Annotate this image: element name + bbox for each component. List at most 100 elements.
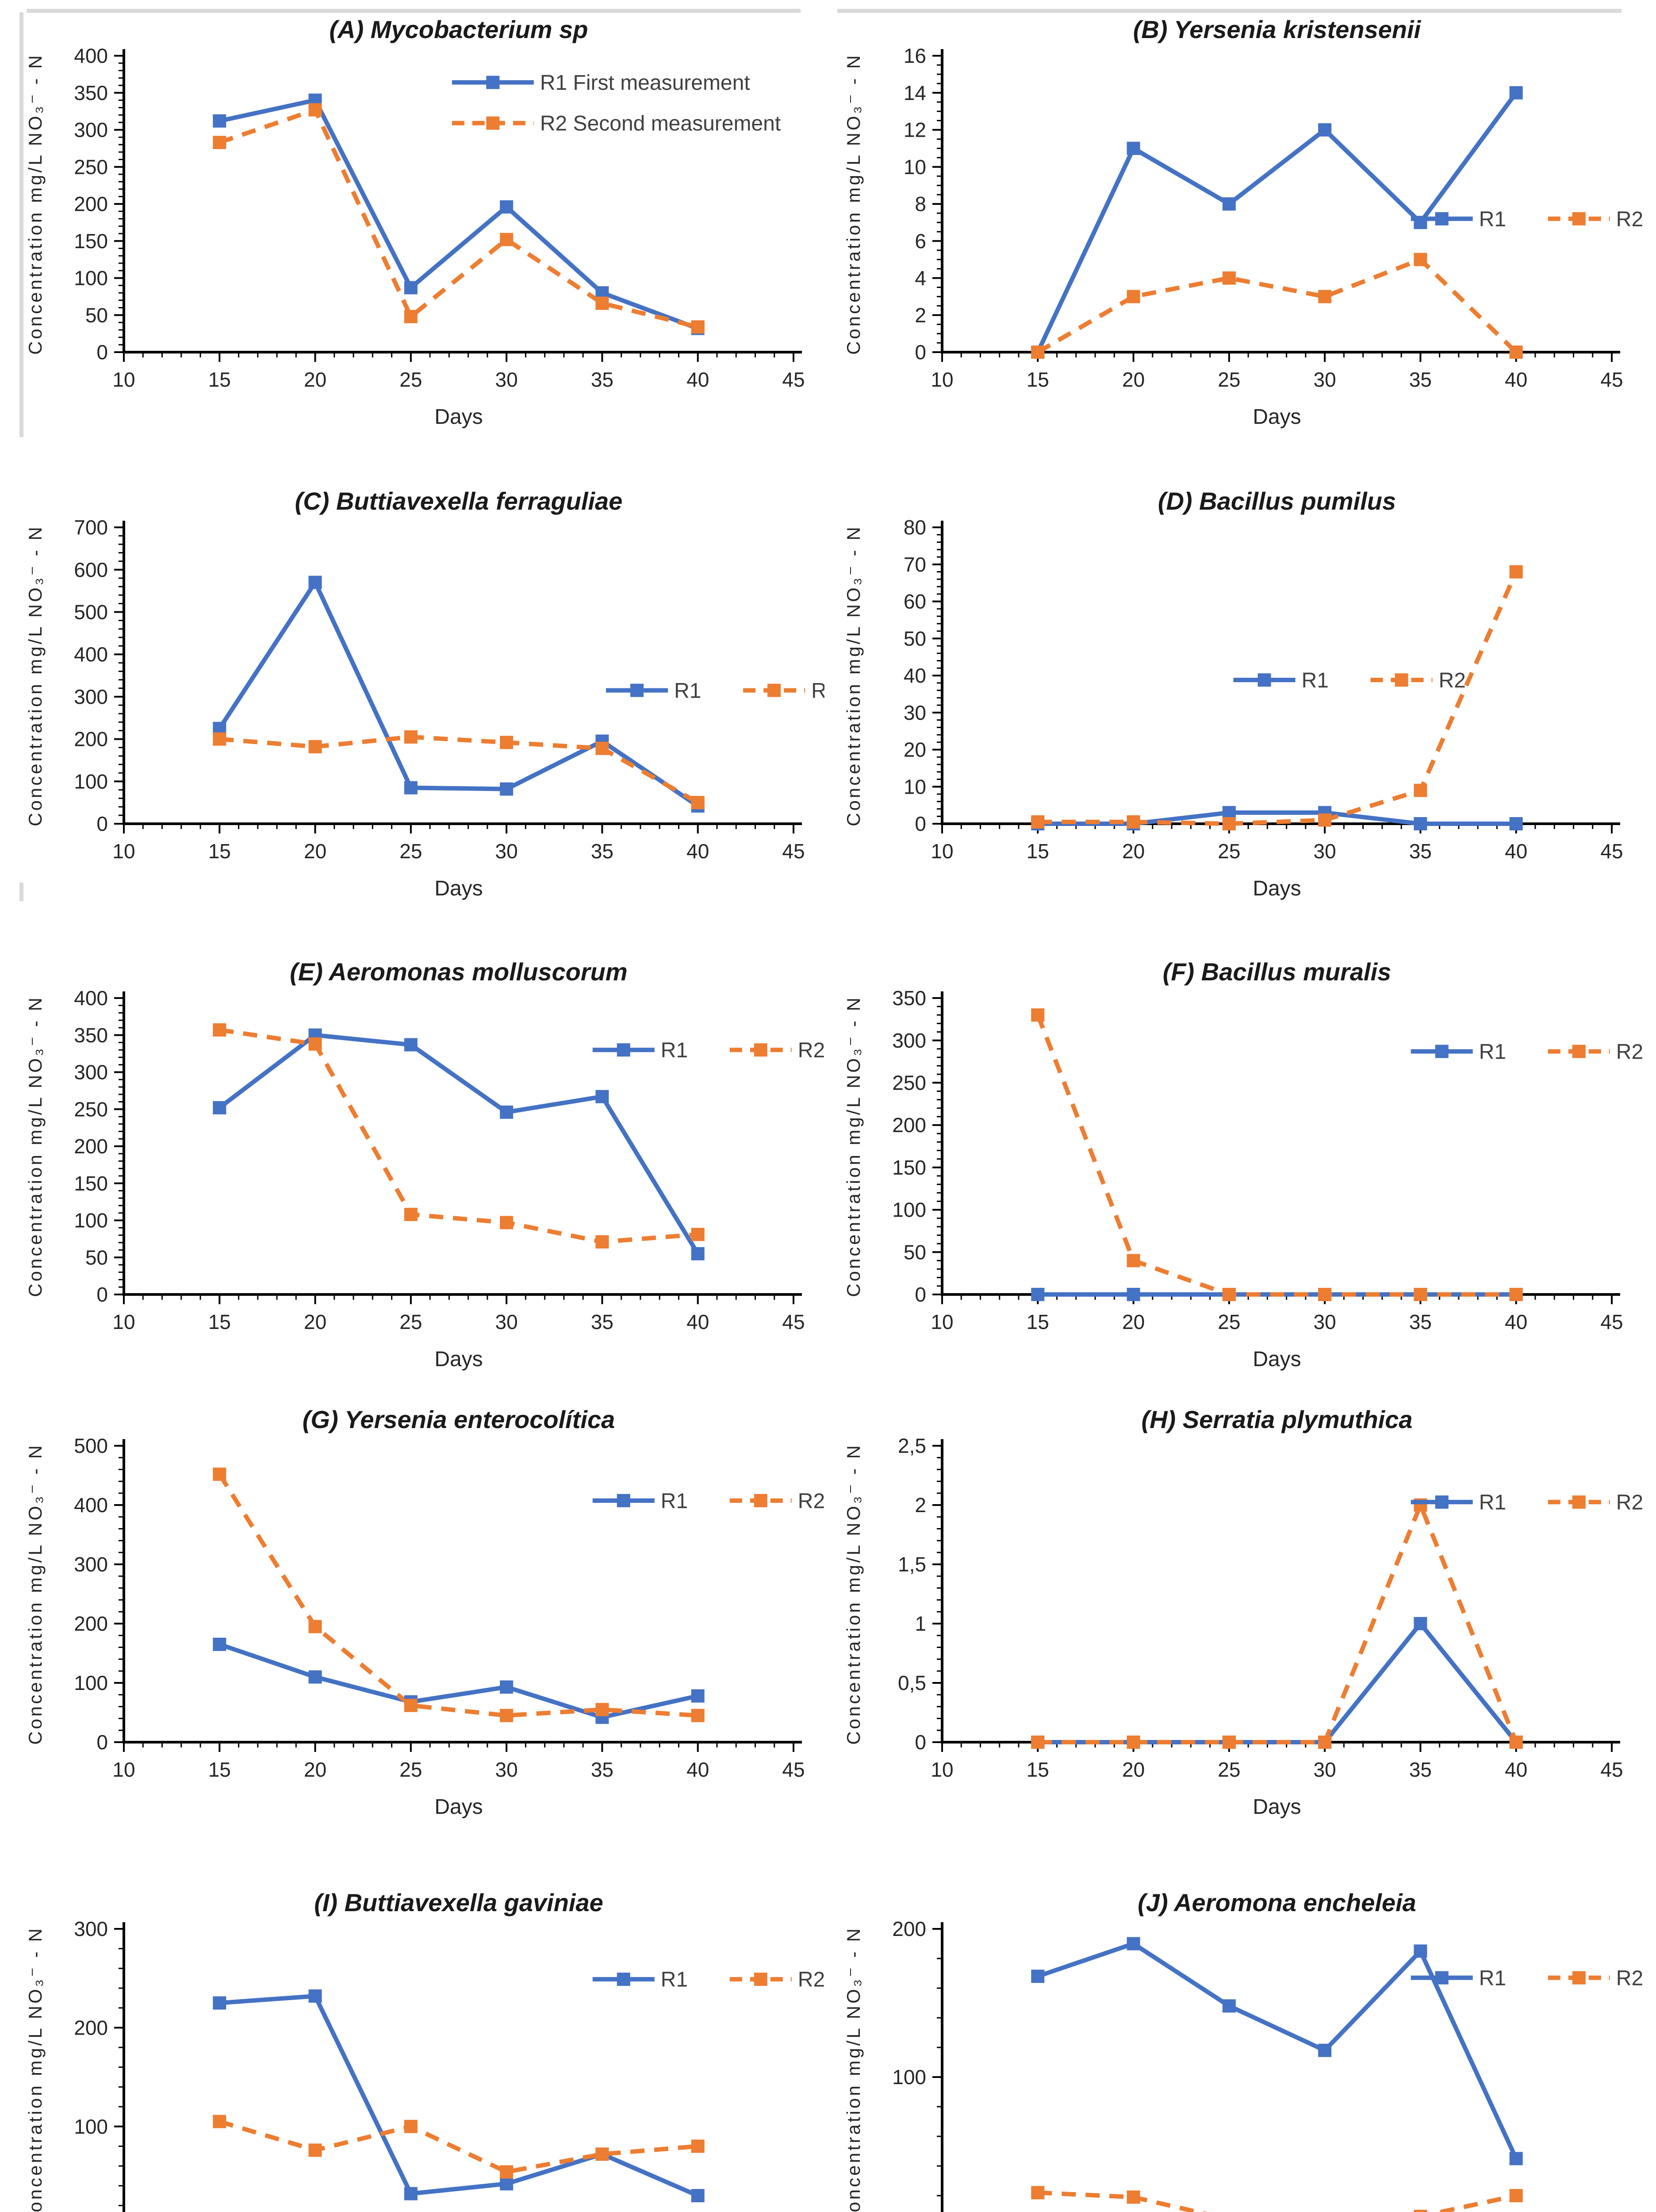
data-point-marker — [1031, 346, 1045, 359]
data-point-marker — [1222, 197, 1236, 211]
series-r2-line — [1038, 571, 1518, 826]
axes — [123, 1922, 125, 2212]
data-point-marker — [308, 1620, 322, 1633]
y-axis-label: Concentration mg/L NO₃⁻ - N — [843, 525, 864, 826]
data-point-marker — [500, 782, 514, 796]
data-point-marker — [691, 1689, 705, 1703]
data-point-marker — [595, 741, 609, 755]
y-tick-label: 100 — [74, 770, 108, 793]
data-point-marker — [1318, 2043, 1332, 2057]
data-point-marker — [1318, 1736, 1332, 1749]
legend-r1-sample-marker — [1435, 1971, 1449, 1985]
y-axis-label: Concentration mg/L NO₃⁻ - N — [25, 53, 46, 355]
series-r1-line — [218, 578, 699, 808]
series-lines — [213, 1023, 705, 1260]
x-axis-label: Days — [1253, 1348, 1301, 1371]
chart-title: (H) Serratia plymuthica — [1141, 1406, 1412, 1433]
data-point-marker — [213, 2115, 226, 2128]
series-r1-markers — [1031, 1617, 1523, 1749]
x-tick-label: 30 — [1314, 1758, 1336, 1781]
axis-ticks: 10 15 20 25 30 35 40 45 0 50 100 150 200 250 300 350 400 — [74, 44, 805, 391]
chart-E: (E) Aeromonas molluscorum Concentration m… — [13, 945, 824, 1383]
x-axis-label: Days — [1253, 1795, 1301, 1819]
x-axis-label: Days — [1253, 877, 1301, 900]
legend: R1 R2 — [1411, 1040, 1643, 1064]
x-tick-label: 10 — [931, 1310, 953, 1333]
legend-r1-label: R1 — [661, 1039, 688, 1062]
chart-J: (J) Aeromona encheleia Concentration mg/L… — [832, 1876, 1643, 2212]
x-tick-label: 25 — [1218, 368, 1240, 391]
data-point-marker — [1509, 817, 1523, 830]
legend-r1-label: R1 — [1479, 1040, 1506, 1064]
data-point-marker — [308, 2143, 322, 2157]
y-tick-label: 400 — [74, 1494, 108, 1517]
data-point-marker — [691, 320, 705, 334]
y-tick-label: 40 — [904, 664, 926, 687]
data-point-marker — [1127, 1254, 1140, 1267]
y-tick-label: 50 — [904, 627, 926, 650]
top-divider-right — [837, 9, 1622, 13]
y-tick-label: 700 — [74, 516, 108, 539]
chart-title: (I) Buttiavexella gaviniae — [314, 1889, 603, 1916]
axes — [941, 991, 1620, 1296]
data-point-marker — [404, 730, 418, 744]
data-point-marker — [1127, 142, 1140, 155]
chart-I-figure: (I) Buttiavexella gaviniae Concentration … — [25, 1889, 824, 2212]
x-tick-label: 10 — [931, 840, 953, 863]
data-point-marker — [500, 1216, 514, 1229]
series-r2-markers — [1031, 253, 1523, 359]
series-r2-line — [1035, 1014, 1516, 1297]
data-point-marker — [1509, 2152, 1523, 2166]
data-point-marker — [1414, 783, 1427, 797]
legend: R1 First measurement R2 Second measuremen… — [452, 71, 781, 135]
series-r1-markers — [213, 1028, 705, 1260]
chart-B: (B) Yersenia kristensenii Concentration m… — [832, 3, 1643, 441]
y-tick-label: 300 — [892, 1029, 926, 1052]
series-r1-markers — [1031, 86, 1523, 359]
legend: R1 R2 — [592, 1039, 824, 1062]
legend-r2-label: R2 — [1616, 1040, 1643, 1064]
data-point-marker — [1222, 817, 1236, 830]
series-r2-line — [219, 734, 699, 805]
data-point-marker — [595, 2147, 609, 2161]
legend: R1 R2 — [606, 679, 824, 703]
data-point-marker — [500, 2165, 514, 2179]
series-r2-line — [218, 107, 698, 329]
legend: R1 R2 — [1233, 669, 1466, 692]
chart-A-figure: (A) Mycobacterium sp Concentration mg/L N… — [25, 15, 805, 429]
data-point-marker — [691, 1228, 705, 1241]
legend: R1 R2 — [1411, 1966, 1643, 1990]
y-tick-label: 250 — [892, 1071, 926, 1094]
series-lines — [1031, 565, 1523, 830]
data-point-marker — [500, 1105, 514, 1119]
data-point-marker — [1031, 2186, 1045, 2200]
x-tick-label: 40 — [1505, 840, 1527, 863]
chart-title: (F) Bacillus muralis — [1163, 958, 1392, 986]
x-tick-label: 45 — [1600, 1310, 1623, 1333]
chart-H: (H) Serratia plymuthica Concentration mg/… — [832, 1393, 1643, 1831]
legend-r1-label: R1 — [1302, 669, 1329, 692]
x-tick-label: 25 — [399, 840, 422, 863]
legend-r2-sample-marker — [1572, 1495, 1586, 1509]
x-axis-label: Days — [434, 1795, 483, 1819]
legend-r1-label: R1 — [661, 1968, 688, 1992]
y-tick-label: 1 — [915, 1612, 926, 1635]
x-tick-label: 25 — [399, 1310, 422, 1333]
y-tick-label: 0 — [915, 1731, 926, 1754]
axes — [941, 1922, 943, 2212]
y-tick-label: 2 — [915, 303, 926, 326]
series-r2-line — [218, 1473, 698, 1718]
top-divider-left — [27, 9, 801, 13]
chart-A: (A) Mycobacterium sp Concentration mg/L N… — [13, 3, 824, 441]
chart-title: (J) Aeromona encheleia — [1138, 1889, 1416, 1916]
x-tick-label: 35 — [591, 840, 613, 863]
y-tick-label: 16 — [904, 44, 926, 67]
x-tick-label: 10 — [112, 840, 135, 863]
y-tick-label: 400 — [74, 643, 108, 666]
series-r2-line — [1038, 2190, 1517, 2212]
y-tick-label: 100 — [74, 1671, 108, 1694]
chart-F: (F) Bacillus muralis Concentration mg/L N… — [832, 945, 1643, 1383]
x-tick-label: 30 — [1314, 840, 1336, 863]
series-r2-markers — [1031, 1498, 1523, 1749]
